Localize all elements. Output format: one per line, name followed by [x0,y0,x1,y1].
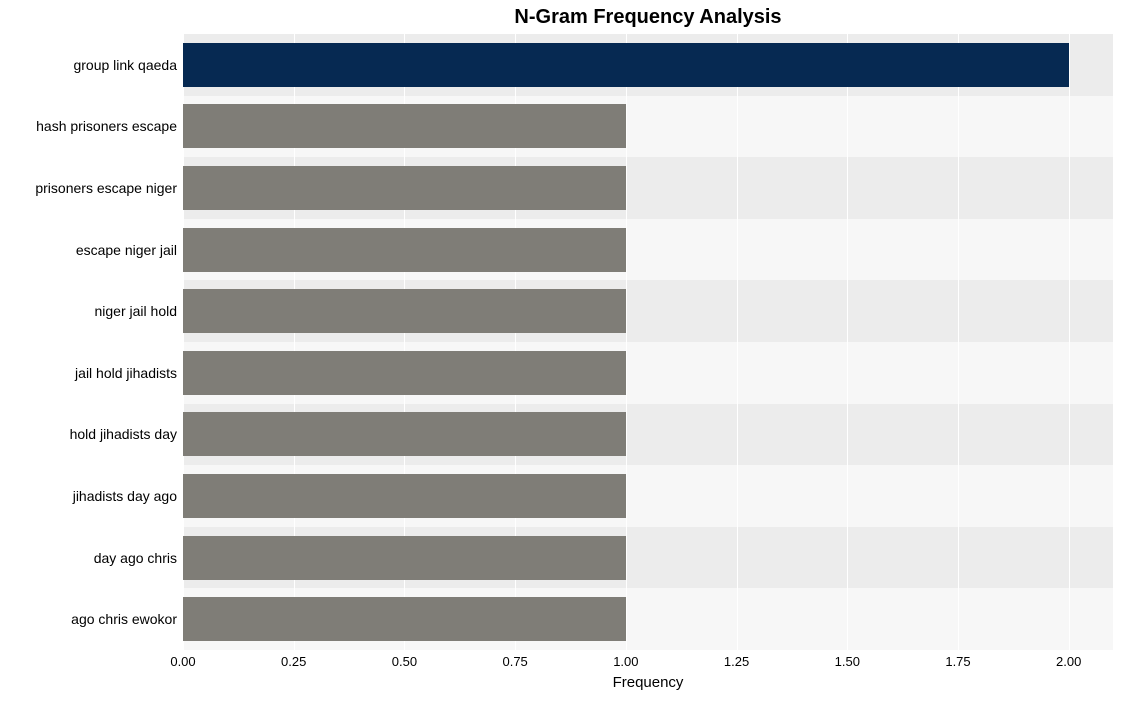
bar [183,351,626,395]
y-tick-label: niger jail hold [0,303,177,319]
x-tick-label: 0.00 [170,654,195,669]
bar [183,104,626,148]
x-tick-label: 1.00 [613,654,638,669]
x-tick-label: 0.50 [392,654,417,669]
grid-line [958,34,959,650]
y-tick-label: group link qaeda [0,57,177,73]
plot-area [183,34,1113,650]
x-axis-title: Frequency [183,674,1113,691]
x-tick-label: 1.75 [945,654,970,669]
y-tick-label: jail hold jihadists [0,365,177,381]
y-tick-label: day ago chris [0,550,177,566]
y-tick-label: escape niger jail [0,242,177,258]
grid-line [737,34,738,650]
bar [183,228,626,272]
x-tick-label: 1.50 [835,654,860,669]
y-tick-label: prisoners escape niger [0,180,177,196]
bar [183,597,626,641]
y-tick-label: ago chris ewokor [0,611,177,627]
x-tick-label: 2.00 [1056,654,1081,669]
bar [183,412,626,456]
bar [183,289,626,333]
bar [183,474,626,518]
grid-line [626,34,627,650]
x-tick-label: 0.75 [502,654,527,669]
bar [183,43,1069,87]
grid-line [1069,34,1070,650]
y-tick-label: jihadists day ago [0,488,177,504]
grid-line [847,34,848,650]
x-tick-label: 0.25 [281,654,306,669]
y-tick-label: hash prisoners escape [0,118,177,134]
x-tick-label: 1.25 [724,654,749,669]
y-tick-label: hold jihadists day [0,426,177,442]
bar [183,536,626,580]
bar [183,166,626,210]
ngram-chart: N-Gram Frequency Analysis Frequency grou… [0,0,1123,701]
chart-title: N-Gram Frequency Analysis [183,6,1113,29]
